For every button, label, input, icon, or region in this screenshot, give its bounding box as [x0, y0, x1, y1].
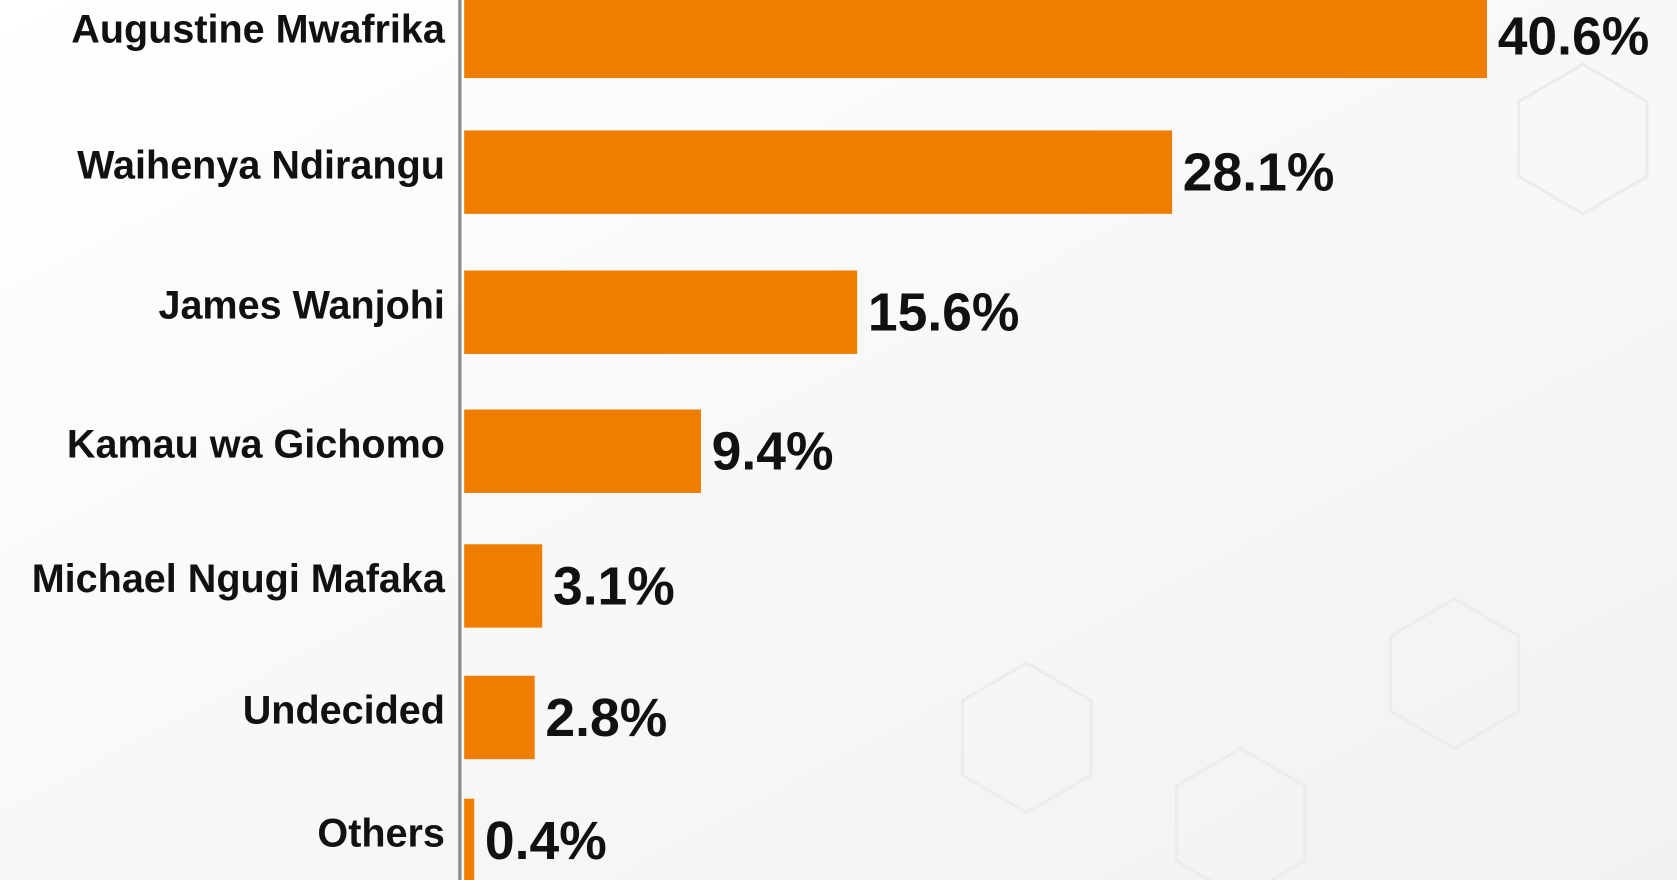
- bar: [464, 544, 543, 628]
- category-label: Augustine Mwafrika: [71, 8, 446, 52]
- bar: [464, 798, 475, 880]
- bar: [464, 409, 701, 493]
- category-label: Waihenya Ndirangu: [77, 143, 445, 187]
- bar: [464, 0, 1488, 79]
- hex-pattern: [960, 62, 1649, 880]
- value-label: 28.1%: [1183, 144, 1335, 203]
- category-label: Kamau wa Gichomo: [67, 422, 445, 466]
- value-label: 15.6%: [868, 284, 1020, 343]
- category-label: James Wanjohi: [158, 283, 444, 327]
- category-label: Undecided: [243, 689, 445, 733]
- bar: [464, 130, 1173, 214]
- value-label: 3.1%: [553, 557, 675, 616]
- value-label: 40.6%: [1498, 8, 1650, 67]
- value-label: 2.8%: [545, 689, 667, 748]
- value-label: 9.4%: [712, 423, 834, 482]
- category-label: Michael Ngugi Mafaka: [32, 557, 446, 601]
- value-label: 0.4%: [485, 812, 607, 871]
- category-label: Others: [317, 812, 444, 856]
- bar: [464, 675, 535, 760]
- bar: [464, 270, 858, 354]
